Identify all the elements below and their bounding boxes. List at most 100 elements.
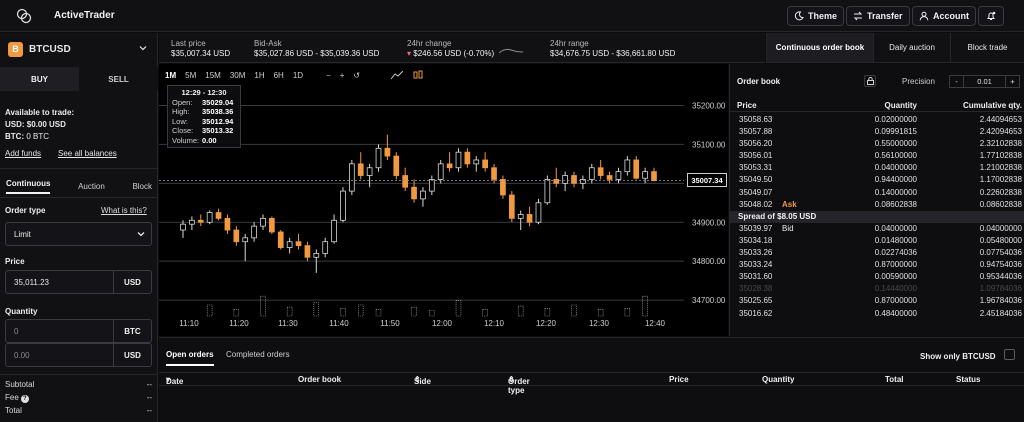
quantity-input[interactable]: 0 BTC (5, 319, 152, 343)
timeframe-1m[interactable]: 1M (165, 70, 177, 80)
tab-block[interactable]: Block (132, 181, 152, 191)
candle (313, 252, 320, 258)
total-input[interactable]: 0.00 USD (5, 343, 152, 367)
y-tick-label: 35100.00 (692, 140, 726, 149)
candle (588, 167, 595, 180)
ask-row[interactable]: 35057.88 0.09991815 2.42094653 (730, 126, 1024, 138)
candle (455, 151, 462, 169)
quantity-placeholder: 0 (14, 326, 19, 336)
line-chart-icon[interactable] (391, 70, 404, 80)
transfer-button[interactable]: Transfer (846, 6, 910, 26)
low-value: 35012.94 (202, 116, 234, 126)
row-cumulative: 1.21002838 (979, 163, 1022, 173)
ask-row[interactable]: 35048.02 Ask 0.08602838 0.08602838 (730, 199, 1024, 211)
what-is-this-link[interactable]: What is this? (101, 206, 147, 215)
divider (0, 197, 158, 198)
precision-increase-button[interactable]: + (1005, 76, 1019, 87)
symbol-selector[interactable]: B BTCUSD (8, 39, 71, 59)
candle (233, 229, 240, 243)
ask-row[interactable]: 35049.07 0.14000000 0.22602838 (730, 187, 1024, 199)
col-date[interactable]: Date ▾ (166, 375, 184, 386)
lock-icon[interactable] (864, 75, 876, 87)
available-title: Available to trade: (5, 108, 75, 117)
precision-decrease-button[interactable]: - (950, 76, 964, 87)
bid-row[interactable]: 35034.18 0.01480000 0.05480000 (730, 235, 1024, 247)
account-button[interactable]: Account (912, 6, 976, 26)
bid-row[interactable]: 35033.26 0.02274036 0.07754036 (730, 247, 1024, 259)
tab-block-trade[interactable]: Block trade (950, 33, 1024, 62)
bid-row[interactable]: 35028.38 0.14440000 1.09784036 (730, 283, 1024, 295)
bid-row[interactable]: 35025.65 0.87000000 1.96784036 (730, 295, 1024, 307)
col-order-book: Order book (298, 375, 342, 384)
candle (651, 171, 657, 181)
timeframe-30m[interactable]: 30M (229, 70, 246, 80)
price-input[interactable]: 35,011.23 USD (5, 270, 152, 294)
chevron-down-icon[interactable] (139, 44, 147, 52)
timeframe-15m[interactable]: 15M (205, 70, 221, 80)
volume-bar (340, 308, 346, 317)
col-side[interactable]: Side ⇕ (414, 375, 431, 386)
tab-auction[interactable]: Auction (78, 181, 105, 191)
ask-row[interactable]: 35058.63 0.02000000 2.44094653 (730, 114, 1024, 126)
zoom-in-icon[interactable]: + (339, 70, 345, 80)
row-cumulative: 1.17002838 (979, 175, 1022, 185)
candle (260, 217, 266, 227)
sell-tab[interactable]: SELL (79, 67, 158, 91)
ask-row[interactable]: 35056.01 0.56100000 1.77102838 (730, 150, 1024, 162)
help-icon[interactable]: ? (20, 395, 29, 403)
high-value: 35038.36 (202, 107, 234, 116)
orders-panel: Open orders Completed orders Show only B… (159, 337, 1024, 422)
price-chart[interactable]: 1M 5M 15M 30M 1H 6H 1D − + ↺ 35200.00 351… (159, 64, 728, 336)
see-all-balances-link[interactable]: See all balances (58, 149, 117, 158)
bid-row[interactable]: 35039.97 Bid 0.04000000 0.04000000 (730, 223, 1024, 235)
candle (535, 202, 542, 223)
timeframe-1h[interactable]: 1H (254, 70, 265, 80)
row-cumulative: 2.44094653 (979, 115, 1022, 124)
app-logo-icon[interactable] (16, 8, 32, 24)
ask-row[interactable]: 35053.31 0.04000000 1.21002838 (730, 162, 1024, 174)
candle (642, 171, 648, 179)
ohlc-time: 12:29 - 12:30 (181, 88, 227, 97)
timeframe-5m[interactable]: 5M (185, 70, 197, 80)
tab-continuous[interactable]: Continuous (6, 179, 51, 194)
row-quantity: 0.01480000 (874, 235, 917, 245)
notifications-button[interactable] (978, 6, 1004, 26)
zoom-out-icon[interactable]: − (326, 70, 331, 80)
tab-daily-auction[interactable]: Daily auction (873, 33, 950, 62)
show-only-checkbox[interactable] (1004, 349, 1015, 360)
candle (597, 167, 604, 176)
tab-continuous-order-book[interactable]: Continuous order book (766, 33, 873, 62)
row-cumulative: 2.32102838 (979, 139, 1022, 149)
theme-label: Theme (808, 11, 838, 21)
row-cumulative: 2.42094653 (979, 127, 1022, 137)
bid-row[interactable]: 35031.60 0.00590000 0.95344036 (730, 271, 1024, 283)
transfer-icon (853, 11, 863, 21)
volume-bar (624, 308, 631, 317)
candle (384, 147, 391, 157)
row-price: 35056.01 (739, 151, 773, 161)
candle (366, 167, 373, 176)
theme-button[interactable]: Theme (787, 6, 845, 26)
timeframe-6h[interactable]: 6H (273, 70, 284, 80)
timeframe-1d[interactable]: 1D (292, 70, 304, 80)
tab-completed-orders[interactable]: Completed orders (226, 350, 290, 359)
symbol-pair: BTCUSD (29, 43, 71, 55)
candlestick-icon[interactable] (412, 70, 424, 80)
ask-row[interactable]: 35056.20 0.55000000 2.32102838 (730, 138, 1024, 150)
ask-row[interactable]: 35049.50 0.94400000 1.17002838 (730, 174, 1024, 186)
candle (242, 237, 249, 243)
add-funds-link[interactable]: Add funds (5, 149, 42, 158)
buy-tab[interactable]: BUY (0, 67, 79, 91)
tab-open-orders[interactable]: Open orders (166, 350, 214, 366)
col-price: Price (669, 375, 689, 384)
candle (517, 214, 524, 219)
col-order-type[interactable]: Order type ⇕ (508, 375, 530, 395)
bid-row[interactable]: 35033.24 0.87000000 0.94754036 (730, 259, 1024, 271)
reset-icon[interactable]: ↺ (353, 70, 361, 80)
row-side-label: Bid (782, 223, 794, 233)
bid-ask-value: $35,027.86 USD - $35,039.36 USD (254, 49, 380, 58)
candle (331, 219, 337, 243)
volume-bar (482, 309, 488, 317)
bid-row[interactable]: 35016.62 0.48400000 2.45184036 (730, 308, 1024, 320)
order-type-select[interactable]: Limit (5, 222, 152, 246)
